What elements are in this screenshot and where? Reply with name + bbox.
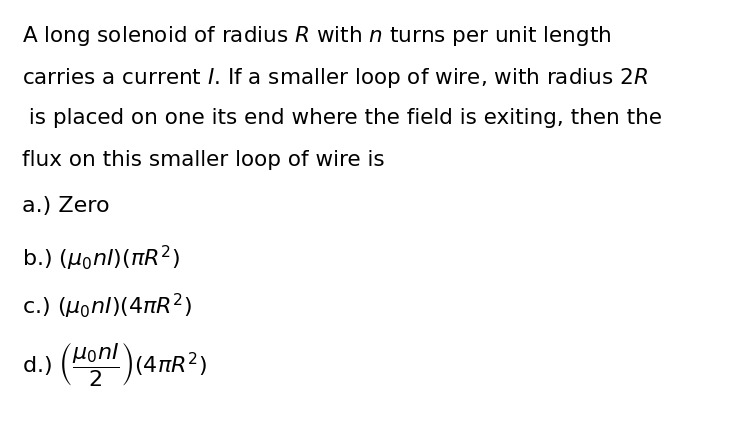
Text: b.) $(\mu_0 nI)(\pi R^2)$: b.) $(\mu_0 nI)(\pi R^2)$ xyxy=(22,244,180,273)
Text: carries a current $I$. If a smaller loop of wire, with radius $2R$: carries a current $I$. If a smaller loop… xyxy=(22,66,648,90)
Text: c.) $(\mu_0 nI)(4\pi R^2)$: c.) $(\mu_0 nI)(4\pi R^2)$ xyxy=(22,292,193,321)
Text: A long solenoid of radius $R$ with $n$ turns per unit length: A long solenoid of radius $R$ with $n$ t… xyxy=(22,24,611,48)
Text: flux on this smaller loop of wire is: flux on this smaller loop of wire is xyxy=(22,150,384,170)
Text: a.) Zero: a.) Zero xyxy=(22,196,110,216)
Text: d.) $\left(\dfrac{\mu_0 nI}{2}\right)(4\pi R^2)$: d.) $\left(\dfrac{\mu_0 nI}{2}\right)(4\… xyxy=(22,340,206,388)
Text: is placed on one its end where the field is exiting, then the: is placed on one its end where the field… xyxy=(22,108,662,128)
